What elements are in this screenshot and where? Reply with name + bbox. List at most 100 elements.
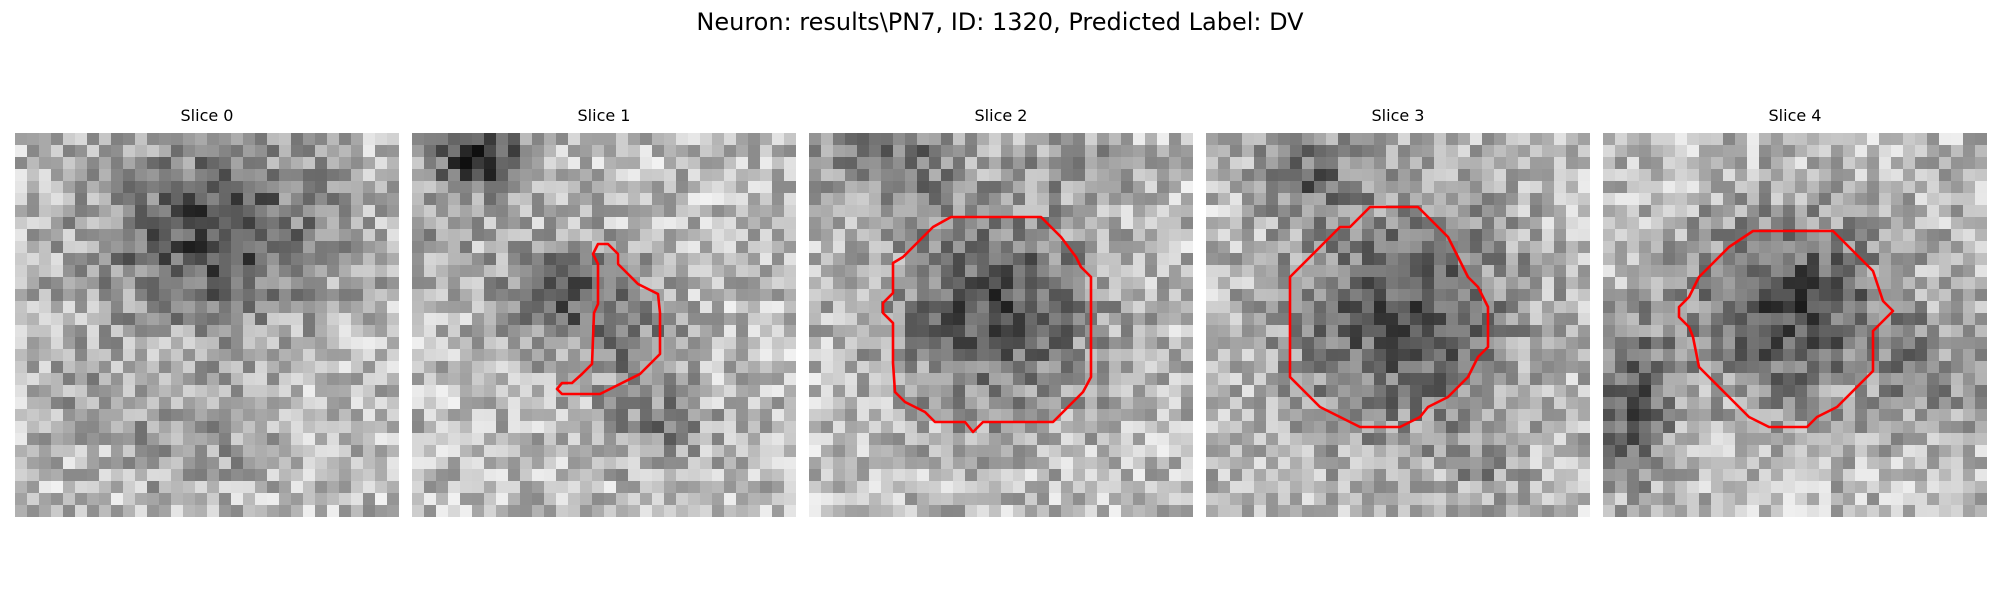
pixel-cell: [652, 265, 664, 277]
pixel-cell: [953, 205, 965, 217]
pixel-cell: [1001, 361, 1013, 373]
pixel-cell: [1338, 397, 1350, 409]
pixel-cell: [869, 373, 881, 385]
pixel-cell: [1723, 253, 1735, 265]
pixel-cell: [532, 505, 544, 517]
pixel-cell: [1639, 397, 1651, 409]
pixel-cell: [1627, 409, 1639, 421]
pixel-cell: [917, 385, 929, 397]
pixel-cell: [207, 409, 219, 421]
pixel-cell: [917, 313, 929, 325]
pixel-cell: [339, 241, 351, 253]
pixel-cell: [1386, 169, 1398, 181]
pixel-cell: [1254, 193, 1266, 205]
pixel-cell: [1133, 349, 1145, 361]
pixel-cell: [1001, 253, 1013, 265]
pixel-cell: [1963, 289, 1975, 301]
pixel-cell: [1494, 337, 1506, 349]
pixel-cell: [1037, 325, 1049, 337]
pixel-cell: [1687, 301, 1699, 313]
pixel-cell: [1049, 193, 1061, 205]
pixel-cell: [1963, 229, 1975, 241]
pixel-cell: [1963, 361, 1975, 373]
pixel-cell: [1386, 433, 1398, 445]
pixel-cell: [195, 301, 207, 313]
pixel-cell: [195, 505, 207, 517]
pixel-cell: [1181, 337, 1193, 349]
pixel-cell: [1314, 373, 1326, 385]
pixel-cell: [327, 445, 339, 457]
pixel-cell: [291, 157, 303, 169]
pixel-cell: [640, 481, 652, 493]
pixel-cell: [1169, 349, 1181, 361]
pixel-cell: [1061, 481, 1073, 493]
pixel-cell: [532, 469, 544, 481]
pixel-cell: [351, 469, 363, 481]
pixel-cell: [460, 385, 472, 397]
pixel-cell: [1109, 241, 1121, 253]
pixel-cell: [760, 229, 772, 241]
pixel-cell: [1927, 241, 1939, 253]
pixel-cell: [147, 229, 159, 241]
pixel-cell: [1735, 373, 1747, 385]
pixel-cell: [1975, 409, 1987, 421]
pixel-cell: [1302, 469, 1314, 481]
pixel-cell: [1915, 337, 1927, 349]
pixel-cell: [1554, 445, 1566, 457]
pixel-cell: [243, 493, 255, 505]
pixel-cell: [580, 313, 592, 325]
pixel-cell: [1362, 253, 1374, 265]
pixel-cell: [604, 457, 616, 469]
pixel-cell: [1013, 397, 1025, 409]
pixel-cell: [1085, 421, 1097, 433]
pixel-cell: [99, 421, 111, 433]
pixel-cell: [339, 133, 351, 145]
pixel-cell: [1145, 505, 1157, 517]
pixel-cell: [387, 421, 399, 433]
pixel-cell: [460, 409, 472, 421]
pixel-cell: [1121, 169, 1133, 181]
pixel-cell: [87, 385, 99, 397]
pixel-cell: [327, 469, 339, 481]
pixel-cell: [1759, 325, 1771, 337]
pixel-cell: [1434, 421, 1446, 433]
pixel-cell: [532, 349, 544, 361]
pixel-cell: [881, 349, 893, 361]
pixel-cell: [724, 241, 736, 253]
pixel-cell: [724, 133, 736, 145]
pixel-cell: [748, 325, 760, 337]
pixel-cell: [15, 457, 27, 469]
pixel-cell: [929, 373, 941, 385]
pixel-cell: [917, 361, 929, 373]
pixel-cell: [1807, 277, 1819, 289]
pixel-cell: [556, 361, 568, 373]
pixel-cell: [1314, 133, 1326, 145]
pixel-cell: [1302, 229, 1314, 241]
pixel-cell: [580, 217, 592, 229]
pixel-cell: [977, 409, 989, 421]
pixel-cell: [15, 493, 27, 505]
pixel-cell: [1097, 193, 1109, 205]
pixel-cell: [243, 373, 255, 385]
pixel-cell: [27, 505, 39, 517]
pixel-cell: [472, 301, 484, 313]
pixel-cell: [1025, 181, 1037, 193]
pixel-cell: [857, 469, 869, 481]
pixel-cell: [27, 205, 39, 217]
pixel-cell: [412, 181, 424, 193]
pixel-cell: [111, 469, 123, 481]
pixel-cell: [532, 277, 544, 289]
pixel-cell: [496, 481, 508, 493]
pixel-cell: [1939, 205, 1951, 217]
pixel-cell: [772, 181, 784, 193]
pixel-cell: [327, 409, 339, 421]
pixel-cell: [1518, 361, 1530, 373]
pixel-cell: [1218, 277, 1230, 289]
pixel-cell: [1951, 253, 1963, 265]
pixel-cell: [387, 457, 399, 469]
pixel-cell: [1314, 481, 1326, 493]
pixel-cell: [1386, 133, 1398, 145]
pixel-cell: [448, 133, 460, 145]
pixel-cell: [339, 145, 351, 157]
pixel-cell: [327, 193, 339, 205]
